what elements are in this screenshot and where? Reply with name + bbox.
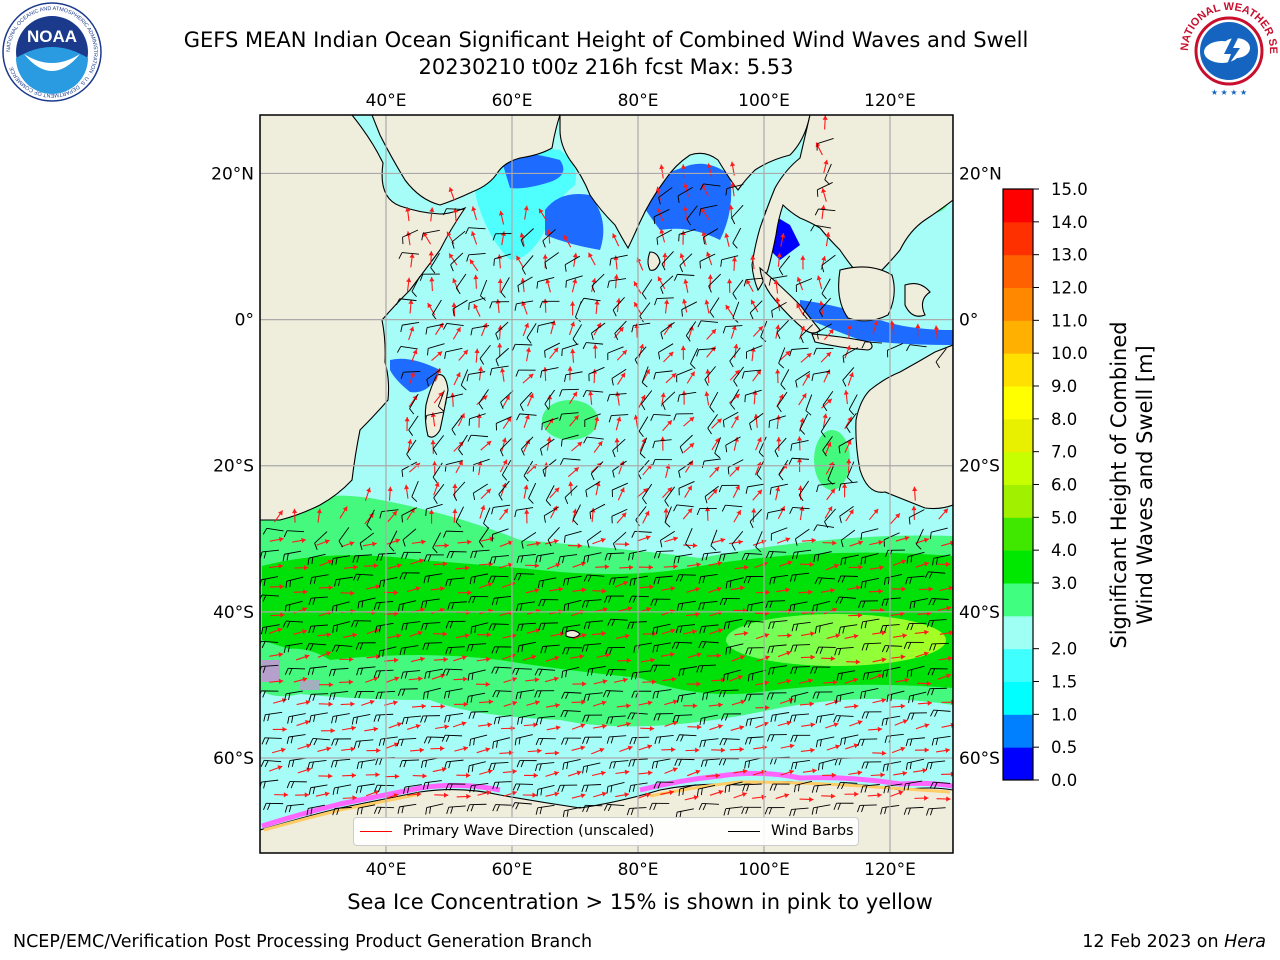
axis-tick-labels: 40°E 40°E 60°E 60°E 80°E 80°E 100°E 100°E 120°E 1…	[211, 91, 1002, 880]
noaa-logo: NOAA NATIONAL OCEANIC AND ATMOSPHERIC AD…	[2, 2, 102, 102]
colorbar: 0.0 0.5 1.0 1.5 2.0 3.0 4.0 5.0 6.0 7.0 8.0 9.0 10.0…	[1002, 180, 1088, 790]
colorbar-swatch	[1003, 287, 1033, 321]
colorbar-swatch	[1003, 451, 1033, 485]
lon-tick-label-bottom: 80°E	[618, 860, 659, 880]
lon-tick-label-top: 60°E	[492, 91, 533, 111]
chart-title: GEFS MEAN Indian Ocean Significant Heigh…	[0, 27, 1212, 81]
lat-tick-label-right: 20°S	[959, 457, 1000, 477]
title-line-1: GEFS MEAN Indian Ocean Significant Heigh…	[183, 28, 1029, 52]
colorbar-tick-label: 0.0	[1051, 771, 1077, 790]
colorbar-swatch	[1003, 714, 1033, 748]
nws-logo: NATIONAL WEATHER SERVICE ★ ★ ★ ★	[1178, 0, 1279, 100]
graticule	[260, 115, 953, 853]
lat-tick-label-left: 60°S	[213, 749, 254, 769]
colorbar-tick-label: 14.0	[1051, 213, 1088, 232]
colorbar-swatch	[1003, 189, 1033, 223]
lon-tick-label-bottom: 40°E	[366, 860, 407, 880]
colorbar-tick-label: 9.0	[1051, 377, 1077, 396]
colorbar-tick-label: 15.0	[1051, 180, 1088, 199]
colorbar-tick-label: 10.0	[1051, 344, 1088, 363]
colorbar-tick-label: 13.0	[1051, 246, 1088, 265]
colorbar-tick-label: 7.0	[1051, 443, 1077, 462]
southeast-asia-land	[751, 115, 953, 292]
lon-tick-label-top: 40°E	[366, 91, 407, 111]
wave-patch-mid-ocean	[542, 400, 598, 440]
wave-band-5to6m	[726, 614, 946, 666]
lon-tick-label-bottom: 60°E	[492, 860, 533, 880]
colorbar-tick-label: 2.0	[1051, 640, 1077, 659]
lat-tick-label-left: 20°N	[211, 164, 254, 184]
colorbar-swatch	[1003, 747, 1033, 781]
svg-text:★ ★ ★ ★: ★ ★ ★ ★	[1211, 88, 1247, 97]
colorbar-swatch	[1003, 254, 1033, 288]
lon-tick-label-bottom: 100°E	[738, 860, 790, 880]
lat-tick-label-right: 20°N	[959, 164, 1002, 184]
colorbar-tick-label: 1.5	[1051, 673, 1077, 692]
colorbar-tick-label: 5.0	[1051, 508, 1077, 527]
africa-land	[260, 115, 467, 521]
colorbar-swatch	[1003, 648, 1033, 682]
colorbar-swatch	[1003, 583, 1033, 617]
colorbar-swatch	[1003, 353, 1033, 387]
lon-tick-label-top: 80°E	[618, 91, 659, 111]
credit-date: 12 Feb 2023 on Hera	[1082, 932, 1266, 952]
credit-branch: NCEP/EMC/Verification Post Processing Pr…	[13, 932, 593, 952]
map-frame	[259, 114, 954, 854]
legend-wave-swatch	[360, 830, 392, 832]
colorbar-tick-label: 11.0	[1051, 311, 1088, 330]
lat-tick-label-right: 40°S	[959, 603, 1000, 623]
wave-direction-arrows	[268, 115, 953, 802]
colorbar-tick-label: 0.5	[1051, 738, 1077, 757]
colorbar-swatch	[1003, 615, 1033, 650]
borneo-land	[838, 266, 895, 322]
colorbar-tick-label: 8.0	[1051, 410, 1077, 429]
title-line-2: 20230210 t00z 216h fcst Max: 5.53	[418, 55, 794, 79]
colorbar-swatch	[1003, 221, 1033, 256]
colorbar-swatch	[1003, 681, 1033, 715]
madagascar-land	[424, 374, 449, 438]
lat-tick-label-right: 0°	[959, 311, 978, 331]
arabia-land	[371, 115, 561, 206]
south-asia-land	[559, 115, 811, 250]
colorbar-tick-label: 12.0	[1051, 279, 1088, 298]
colorbar-swatch	[1003, 386, 1033, 420]
lat-tick-label-left: 40°S	[213, 603, 254, 623]
colorbar-tick-label: 3.0	[1051, 574, 1077, 593]
lon-tick-label-bottom: 120°E	[864, 860, 916, 880]
colorbar-tick-label: 1.0	[1051, 705, 1077, 724]
sea-ice-note: Sea Ice Concentration > 15% is shown in …	[347, 890, 933, 914]
lat-tick-label-left: 0°	[235, 311, 254, 331]
legend-item-wave: Primary Wave Direction (unscaled)	[360, 823, 654, 839]
colorbar-swatch	[1003, 484, 1033, 518]
lon-tick-label-top: 100°E	[738, 91, 790, 111]
australia-land	[855, 344, 953, 510]
colorbar-tick-label: 6.0	[1051, 476, 1077, 495]
credit-date-text: 12 Feb 2023 on	[1082, 932, 1225, 952]
legend-barb-swatch	[728, 830, 760, 832]
colorbar-label-line-2: Wind Waves and Swell [m]	[1133, 345, 1157, 625]
credit-machine: Hera	[1224, 932, 1266, 952]
map-legend: Primary Wave Direction (unscaled) Wind B…	[353, 817, 859, 846]
legend-item-barb: Wind Barbs	[728, 823, 854, 839]
colorbar-swatch	[1003, 550, 1033, 584]
legend-wave-label: Primary Wave Direction (unscaled)	[403, 823, 655, 839]
colorbar-swatch	[1003, 418, 1033, 453]
wind-barbs	[260, 137, 951, 820]
legend-barb-label: Wind Barbs	[771, 823, 854, 839]
colorbar-swatch	[1003, 517, 1033, 551]
colorbar-label-line-1: Significant Height of Combined	[1107, 321, 1131, 648]
lat-tick-label-right: 60°S	[959, 749, 1000, 769]
colorbar-tick-label: 4.0	[1051, 541, 1077, 560]
lon-tick-label-top: 120°E	[864, 91, 916, 111]
lat-tick-label-left: 20°S	[213, 457, 254, 477]
colorbar-swatch	[1003, 320, 1033, 354]
noaa-logo-text: NOAA	[27, 27, 77, 46]
